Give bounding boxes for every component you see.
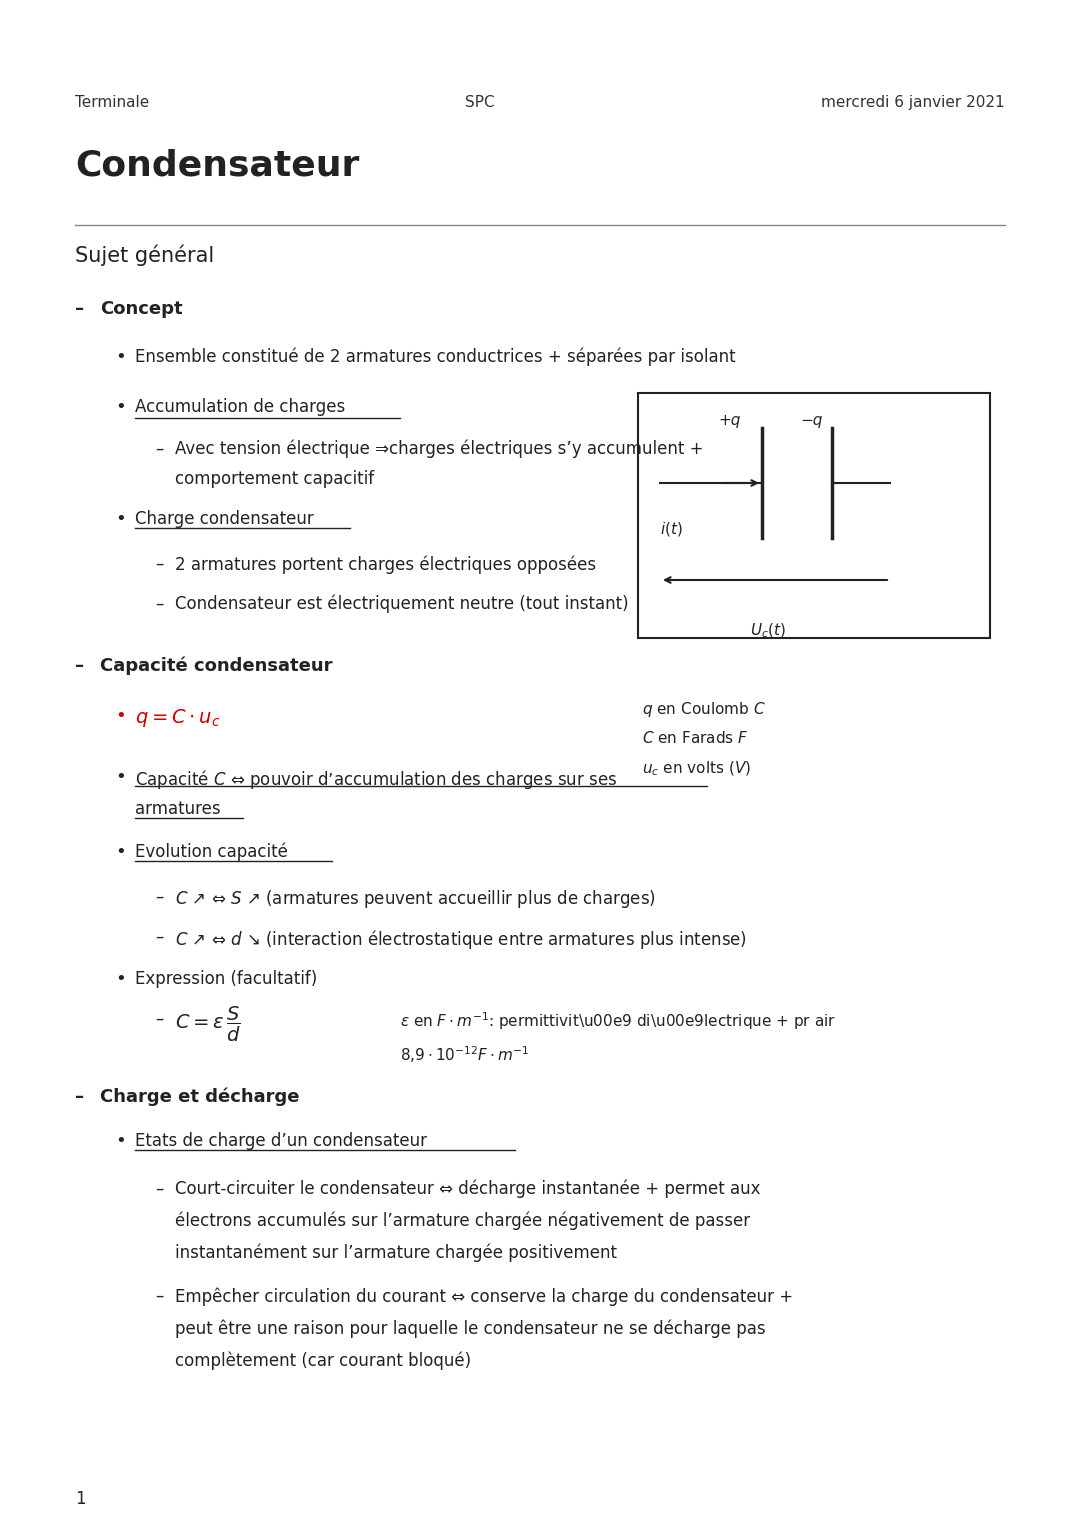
Text: Sujet général: Sujet général [75,244,214,267]
Text: •: • [114,510,125,528]
Text: électrons accumulés sur l’armature chargée négativement de passer: électrons accumulés sur l’armature charg… [175,1212,751,1231]
Text: peut être une raison pour laquelle le condensateur ne se décharge pas: peut être une raison pour laquelle le co… [175,1319,766,1338]
Text: 1: 1 [75,1490,85,1509]
Text: $C$ ↗ ⇔ $d$ ↘ (interaction électrostatique entre armatures plus intense): $C$ ↗ ⇔ $d$ ↘ (interaction électrostatiq… [175,928,747,951]
Text: Court-circuiter le condensateur ⇔ décharge instantanée + permet aux: Court-circuiter le condensateur ⇔ déchar… [175,1180,760,1199]
Text: –: – [156,440,163,458]
Text: 2 armatures portent charges électriques opposées: 2 armatures portent charges électriques … [175,554,596,574]
Text: –: – [156,1287,163,1306]
Text: $u_c$ en volts $(V)$: $u_c$ en volts $(V)$ [642,760,751,779]
Text: Concept: Concept [100,299,183,318]
Text: •: • [114,843,125,861]
Text: Condensateur: Condensateur [75,148,360,182]
Text: Charge condensateur: Charge condensateur [135,510,314,528]
Text: •: • [114,768,125,786]
Text: armatures: armatures [135,800,220,818]
Text: Ensemble constitué de 2 armatures conductrices + séparées par isolant: Ensemble constitué de 2 armatures conduc… [135,348,735,366]
Text: $C = \epsilon\,\dfrac{S}{d}$: $C = \epsilon\,\dfrac{S}{d}$ [175,1005,241,1044]
Text: –: – [75,657,84,675]
Text: instantanément sur l’armature chargée positivement: instantanément sur l’armature chargée po… [175,1245,617,1263]
Text: +q: +q [718,412,741,428]
Text: Evolution capacité: Evolution capacité [135,843,288,861]
Text: –: – [156,554,163,573]
Text: Condensateur est électriquement neutre (tout instant): Condensateur est électriquement neutre (… [175,596,629,614]
Text: $i(t)$: $i(t)$ [660,521,683,538]
Bar [638,392,990,638]
Text: Etats de charge d’un condensateur: Etats de charge d’un condensateur [135,1132,427,1150]
Text: –: – [75,299,84,318]
Text: SPC: SPC [465,95,495,110]
Text: –: – [156,1009,163,1028]
Text: $C$ en Farads $F$: $C$ en Farads $F$ [642,730,748,747]
Text: $\epsilon$ en $F \cdot m^{-1}$: permittivit\u00e9 di\u00e9lectrique + pr air: $\epsilon$ en $F \cdot m^{-1}$: permitti… [400,1009,836,1032]
Text: –: – [156,596,163,612]
Text: Accumulation de charges: Accumulation de charges [135,399,346,415]
Text: comportement capacitif: comportement capacitif [175,470,374,489]
Text: –: – [156,928,163,947]
Text: Avec tension électrique ⇒charges électriques s’y accumulent +: Avec tension électrique ⇒charges électri… [175,440,703,458]
Text: $q = C \cdot u_c$: $q = C \cdot u_c$ [135,707,220,728]
Text: Empêcher circulation du courant ⇔ conserve la charge du condensateur +: Empêcher circulation du courant ⇔ conser… [175,1287,793,1306]
Text: •: • [114,1132,125,1150]
Text: –: – [156,889,163,906]
Text: $U_c(t)$: $U_c(t)$ [750,621,786,640]
Text: Terminale: Terminale [75,95,149,110]
Text: –: – [156,1180,163,1199]
Text: •: • [114,970,125,988]
Text: •: • [114,348,125,366]
Text: Expression (facultatif): Expression (facultatif) [135,970,318,988]
Text: –: – [75,1089,84,1106]
Text: •: • [114,399,125,415]
Text: Charge et décharge: Charge et décharge [100,1089,299,1107]
Text: $q$ en Coulomb $C$: $q$ en Coulomb $C$ [642,699,766,719]
Text: −q: −q [800,412,822,428]
Text: $C$ ↗ ⇔ $S$ ↗ (armatures peuvent accueillir plus de charges): $C$ ↗ ⇔ $S$ ↗ (armatures peuvent accueil… [175,889,656,910]
Text: complètement (car courant bloqué): complètement (car courant bloqué) [175,1351,471,1370]
Text: Capacité $C$ ⇔ pouvoir d’accumulation des charges sur ses: Capacité $C$ ⇔ pouvoir d’accumulation de… [135,768,617,791]
Text: Capacité condensateur: Capacité condensateur [100,657,333,675]
Text: mercredi 6 janvier 2021: mercredi 6 janvier 2021 [822,95,1005,110]
Text: •: • [114,707,125,725]
Text: $8{,}9 \cdot 10^{-12} F \cdot m^{-1}$: $8{,}9 \cdot 10^{-12} F \cdot m^{-1}$ [400,1044,529,1064]
